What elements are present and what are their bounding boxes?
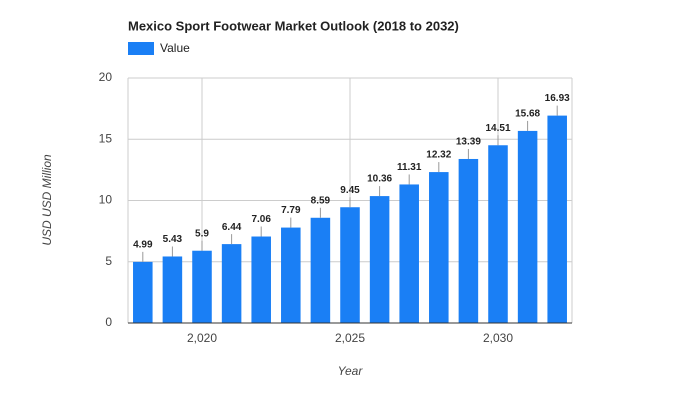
bar	[221, 244, 242, 323]
x-tick-label: 2,030	[483, 331, 513, 345]
legend-label: Value	[160, 41, 190, 55]
value-label: 15.68	[515, 109, 540, 120]
value-label: 12.32	[426, 150, 451, 161]
chart-title: Mexico Sport Footwear Market Outlook (20…	[128, 18, 459, 33]
x-tick-label: 2,020	[187, 331, 217, 345]
value-label: 5.9	[195, 228, 209, 239]
bar	[133, 261, 153, 323]
bar	[340, 207, 360, 323]
value-label: 4.99	[133, 240, 153, 251]
bar	[369, 196, 390, 323]
bar	[162, 256, 183, 323]
bar	[281, 227, 301, 323]
value-label: 6.44	[222, 222, 242, 233]
value-label: 9.45	[340, 185, 360, 196]
y-tick-label: 10	[99, 193, 113, 207]
bar	[429, 172, 449, 323]
y-tick-label: 20	[99, 70, 113, 84]
value-label: 7.79	[281, 205, 301, 216]
value-label: 14.51	[485, 123, 510, 134]
bar	[458, 158, 479, 323]
value-label: 8.59	[311, 195, 331, 206]
bar	[251, 236, 271, 323]
bar	[310, 217, 331, 323]
bar	[517, 130, 538, 323]
value-label: 13.39	[456, 137, 481, 148]
value-label: 10.36	[367, 174, 392, 185]
y-axis-label: USD USD Million	[40, 154, 54, 246]
y-tick-label: 15	[99, 131, 113, 145]
bar	[399, 184, 419, 323]
value-label: 11.31	[397, 162, 422, 173]
x-axis-label: Year	[338, 364, 364, 378]
x-tick-label: 2,025	[335, 331, 365, 345]
value-label: 5.43	[163, 234, 183, 245]
bar	[488, 145, 508, 323]
y-tick-label: 0	[105, 315, 112, 329]
value-label: 7.06	[251, 214, 271, 225]
bar	[192, 250, 212, 323]
bar	[547, 115, 567, 323]
y-tick-label: 5	[105, 254, 112, 268]
value-label: 16.93	[545, 93, 570, 104]
legend-swatch	[128, 42, 154, 55]
